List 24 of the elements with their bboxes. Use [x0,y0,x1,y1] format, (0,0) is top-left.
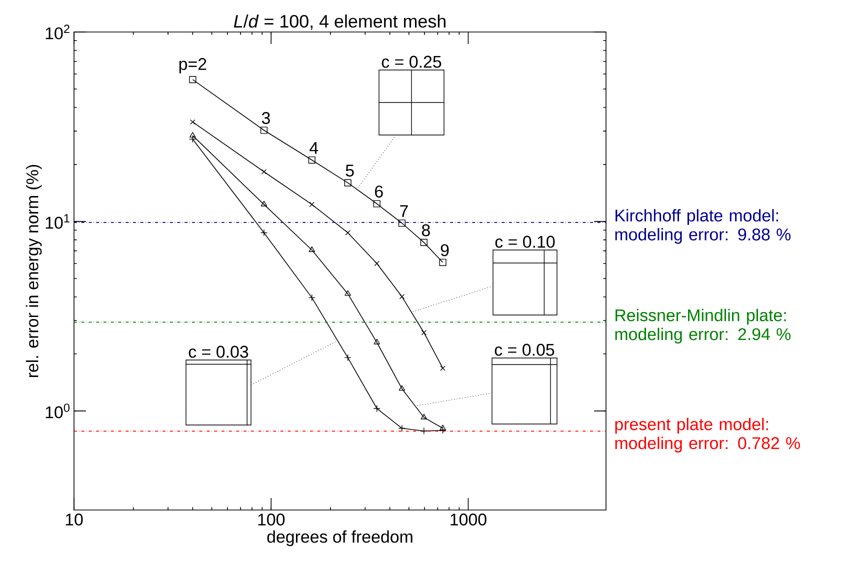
annotation: 5 [346,164,354,177]
annotation: c = 0.05 [494,344,554,356]
y-tick-label: 10$^{1}$ [46,214,70,229]
annotation: p=2 [179,58,206,74]
x-tick-label: 100 [258,514,285,526]
annotation: c = 0.10 [495,236,555,248]
ref-line-label: present plate model: modeling error: 0.782 % [615,418,800,453]
x-axis-title: degrees of freedom [267,530,412,546]
annotation: c = 0.25 [382,56,442,68]
annotation: 3 [262,112,270,124]
ref-line-label: Reissner-Mindlin plate: modeling error: 2.94 % [615,308,791,344]
annotation: c = 0.03 [188,346,248,358]
x-tick-label: 1000 [450,514,486,526]
y-tick-label: 10$^{2}$ [46,24,70,40]
annotation: 7 [400,205,408,217]
ref-line-label: Kirchhoff plate model: modeling error: 9.88 % [615,209,791,244]
y-tick-label: 10$^{0}$ [46,404,70,418]
annotation: 4 [310,142,318,154]
x-tick-label: 10 [66,514,83,526]
annotation: 6 [375,186,383,198]
y-axis-title: rel. error in energy norm (%) [26,164,42,378]
annotation: 9 [440,244,449,256]
chart-title: L/d = 100, 4 element mesh [234,14,446,30]
annotation: 8 [422,224,430,236]
